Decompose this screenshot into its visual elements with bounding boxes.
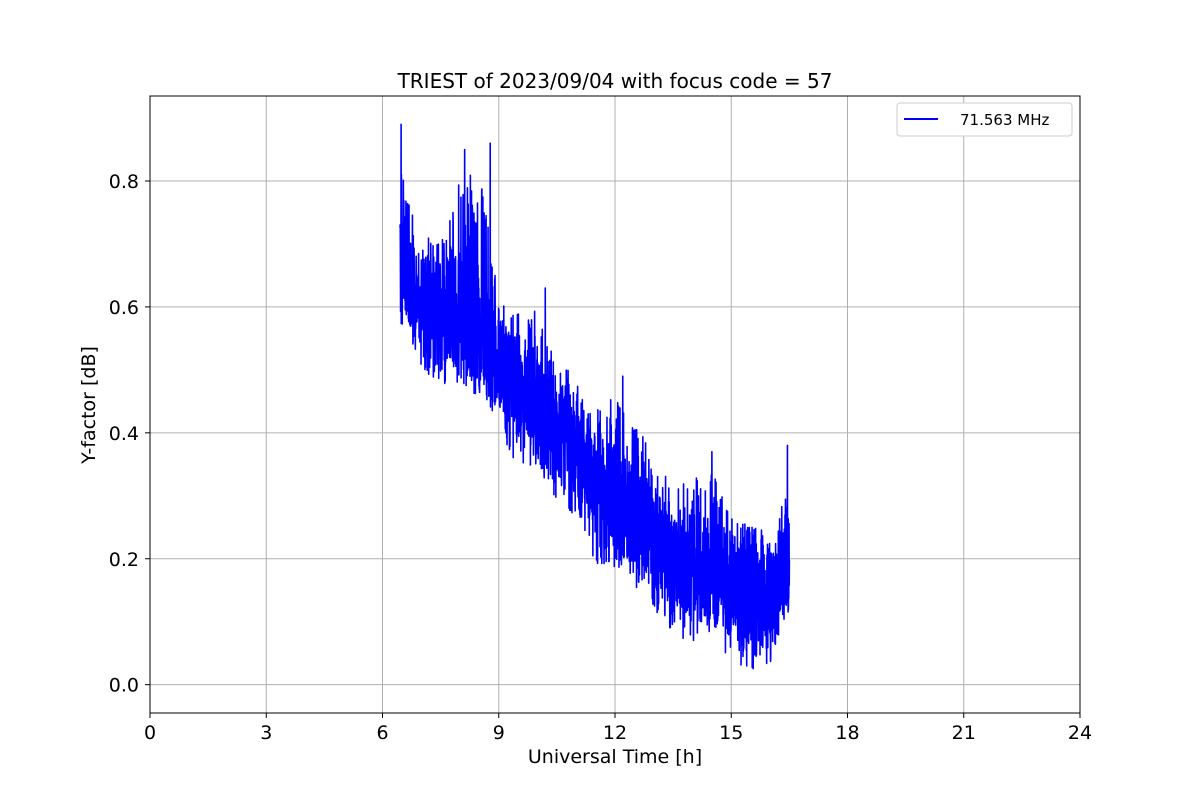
x-tick-label: 12 <box>603 722 627 744</box>
x-tick-label: 18 <box>835 722 859 744</box>
x-tick-label: 21 <box>952 722 976 744</box>
x-tick-label: 15 <box>719 722 743 744</box>
x-tick-label: 0 <box>144 722 156 744</box>
legend-box <box>896 102 1073 137</box>
y-axis-label: Y-factor [dB] <box>78 346 100 465</box>
legend: 71.563 MHz <box>896 102 1073 137</box>
y-tick-label: 0.2 <box>109 549 139 571</box>
plot-series <box>399 123 791 670</box>
y-tick-label: 0.0 <box>109 675 139 697</box>
x-axis: 0 3 6 9 12 15 18 21 24 <box>144 713 1092 744</box>
x-tick-label: 9 <box>493 722 505 744</box>
y-tick-label: 0.6 <box>109 297 139 319</box>
x-axis-label: Universal Time [h] <box>528 746 702 768</box>
x-tick-label: 6 <box>376 722 388 744</box>
y-axis: 0.0 0.2 0.4 0.6 0.8 <box>109 171 150 697</box>
x-tick-label: 24 <box>1068 722 1092 744</box>
series-line-71-563-mhz <box>399 123 791 670</box>
y-tick-label: 0.4 <box>109 423 139 445</box>
y-tick-label: 0.8 <box>109 171 139 193</box>
x-tick-label: 3 <box>260 722 272 744</box>
legend-label: 71.563 MHz <box>960 111 1049 129</box>
chart-title: TRIEST of 2023/09/04 with focus code = 5… <box>397 69 833 93</box>
